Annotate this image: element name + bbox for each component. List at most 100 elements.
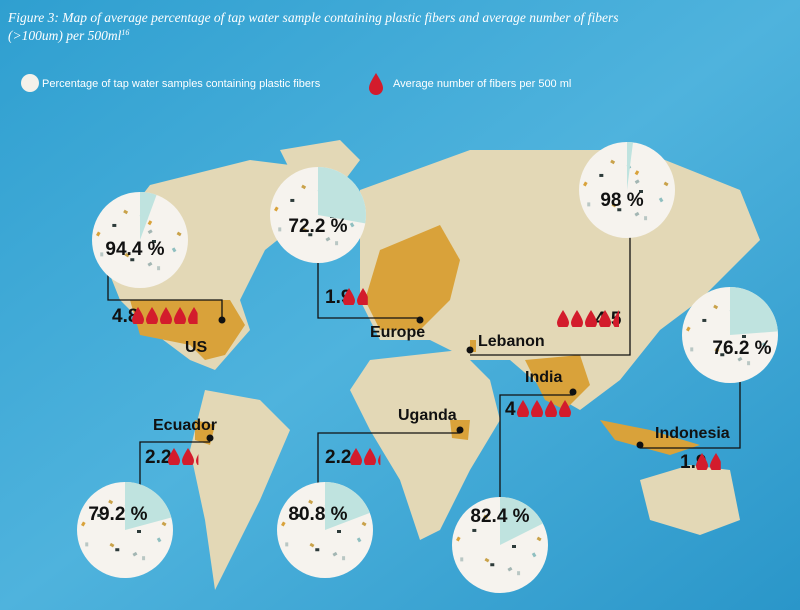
pie-remainder <box>318 167 367 224</box>
confetti <box>713 304 719 310</box>
fiber-drop <box>696 453 708 470</box>
confetti <box>301 184 307 190</box>
confetti <box>297 513 302 517</box>
fiber-drop <box>182 448 194 465</box>
fiber-drop <box>599 310 611 327</box>
fiber-drop <box>545 400 557 417</box>
confetti <box>583 181 588 187</box>
confetti <box>152 240 156 243</box>
footnote: 16 <box>121 28 129 37</box>
confetti <box>147 229 153 234</box>
fiber-drop <box>613 310 619 327</box>
confetti <box>332 551 338 557</box>
connector-line <box>317 432 460 485</box>
drop <box>350 448 362 465</box>
drop <box>517 400 529 417</box>
connector-line <box>139 441 210 485</box>
drop <box>571 310 583 327</box>
confetti <box>460 557 464 562</box>
confetti <box>742 335 746 338</box>
pie-remainder <box>500 497 543 545</box>
pie-remainder <box>140 192 157 240</box>
fiber-drop <box>196 454 199 465</box>
confetti <box>361 521 367 527</box>
confetti <box>349 222 355 228</box>
confetti <box>536 536 542 542</box>
confetti <box>690 347 694 352</box>
confetti <box>610 159 616 165</box>
legend-percent: Percentage of tap water samples containi… <box>42 78 321 90</box>
pie-remainder <box>627 142 634 190</box>
fiber-drop <box>146 307 158 324</box>
drop <box>182 448 194 465</box>
location-dot <box>456 426 464 434</box>
country-name: US <box>185 339 208 356</box>
fiber-drop <box>378 454 381 465</box>
percent-label: 79.2 % <box>88 504 147 525</box>
confetti <box>308 233 313 237</box>
connector-line <box>499 394 573 498</box>
confetti <box>617 208 622 212</box>
confetti <box>130 258 135 262</box>
confetti <box>147 261 153 267</box>
connector-line <box>470 237 631 356</box>
drop <box>613 310 619 327</box>
confetti <box>161 521 167 527</box>
confetti <box>176 231 182 237</box>
confetti <box>761 342 767 348</box>
confetti <box>512 545 516 548</box>
confetti <box>281 521 286 527</box>
title-line: (>100um) per 500ml <box>8 28 122 43</box>
percent-label: 94.4 % <box>105 239 164 260</box>
confetti <box>302 227 308 233</box>
highlighted-countries <box>130 225 700 455</box>
title-line: Figure 3: Map of average percentage of t… <box>7 10 619 25</box>
confetti <box>702 318 707 322</box>
percent-label: 76.2 % <box>712 338 771 359</box>
confetti <box>720 353 725 357</box>
confetti <box>123 209 129 215</box>
location-dot <box>636 441 644 449</box>
legend-pie-icon <box>21 74 39 92</box>
confetti <box>142 556 146 561</box>
confetti <box>274 206 279 212</box>
country-name: India <box>525 369 562 386</box>
fiber-drop <box>132 307 144 324</box>
fiber-drop <box>557 310 569 327</box>
percent-label: 82.4 % <box>470 506 529 527</box>
fiber-drop <box>350 448 362 465</box>
confetti <box>309 542 315 548</box>
connector-line <box>640 380 741 449</box>
confetti <box>335 241 339 246</box>
fiber-drop <box>559 400 571 417</box>
confetti <box>531 552 537 558</box>
confetti <box>634 211 640 217</box>
fiber-drop <box>357 288 368 305</box>
confetti <box>96 231 101 237</box>
fiber-drop <box>531 400 543 417</box>
confetti <box>285 542 289 547</box>
drop <box>174 307 186 324</box>
confetti <box>686 326 691 332</box>
confetti <box>100 252 104 257</box>
confetti <box>472 528 477 532</box>
confetti <box>639 190 643 193</box>
confetti <box>97 513 102 517</box>
confetti <box>737 356 743 362</box>
country-name: Uganda <box>398 407 457 424</box>
pie-remainder <box>325 482 370 530</box>
fiber-value: 4 <box>505 399 516 420</box>
fiber-drop <box>343 288 355 305</box>
confetti <box>456 536 461 542</box>
fiber-value: 2.2 <box>325 447 351 468</box>
country-name: Europe <box>370 324 425 341</box>
drop <box>559 400 571 417</box>
drop <box>188 307 198 324</box>
confetti <box>714 347 720 353</box>
connector-line <box>107 262 223 320</box>
fiber-drop <box>174 307 186 324</box>
confetti <box>599 173 604 177</box>
confetti <box>337 530 341 533</box>
drop <box>599 310 611 327</box>
